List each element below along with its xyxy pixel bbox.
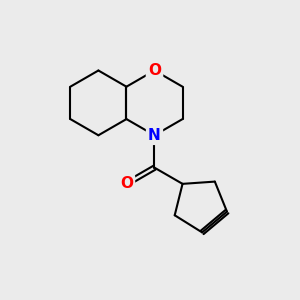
Text: O: O — [148, 63, 161, 78]
Text: O: O — [120, 176, 133, 191]
Text: N: N — [148, 128, 161, 143]
